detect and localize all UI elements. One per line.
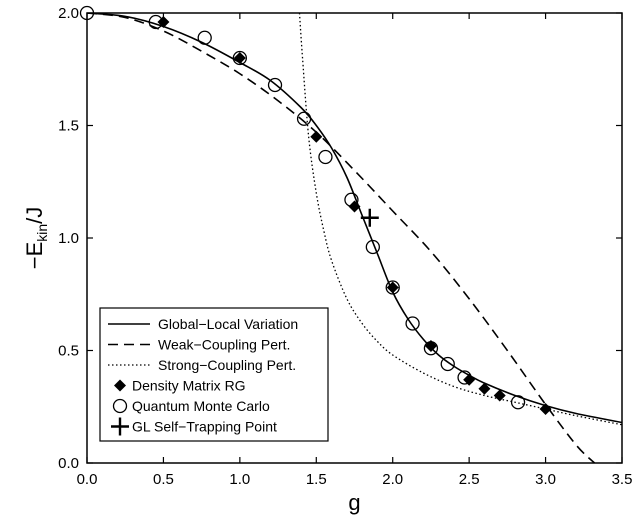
data-point-density-matrix-rg	[310, 130, 323, 143]
data-point-density-matrix-rg	[233, 52, 246, 64]
plot-frame	[86, 12, 623, 464]
y-tick-label: 1.0	[58, 230, 79, 247]
x-tick-label: 1.0	[229, 471, 250, 488]
legend-label: Weak−Coupling Pert.	[158, 337, 290, 353]
data-point-density-matrix-rg	[157, 16, 170, 28]
data-point-density-matrix-rg	[539, 403, 552, 415]
data-point-quantum-monte-carlo	[197, 30, 212, 45]
plot-area	[79, 5, 622, 463]
data-point-quantum-monte-carlo	[267, 77, 283, 93]
legend-label: Quantum Monte Carlo	[132, 398, 270, 414]
legend-swatch	[114, 379, 126, 392]
legend-entry-strong-coupling-pert: Strong−Coupling Pert.	[108, 357, 296, 373]
data-point-quantum-monte-carlo	[385, 280, 400, 295]
legend: Global−Local Variation Weak−Coupling Pert…	[99, 307, 329, 442]
data-point-quantum-monte-carlo	[405, 316, 420, 331]
legend-entry-global-local-variation: Global−Local Variation	[108, 316, 298, 332]
data-point-density-matrix-rg	[478, 382, 491, 395]
legend-entry-density-matrix-rg: Density Matrix RG	[114, 378, 246, 394]
data-point-quantum-monte-carlo	[440, 356, 455, 372]
data-point-quantum-monte-carlo	[365, 239, 380, 255]
x-tick-label: 3.0	[535, 471, 556, 488]
data-point-density-matrix-rg	[424, 340, 437, 352]
legend-swatch	[112, 398, 128, 414]
y-tick-label: 2.0	[58, 5, 79, 22]
tick-labels: 0.0 0.5 1.0 1.5 2.0 2.5 3.0 3.5 0.0 0.5 1.0 1.5 2.0	[58, 5, 632, 488]
data-point-quantum-monte-carlo	[510, 395, 526, 410]
data-point-gl-self-trapping-point	[360, 208, 379, 227]
legend-box	[99, 307, 329, 442]
x-axis-title: g	[348, 490, 360, 515]
data-point-density-matrix-rg	[493, 389, 506, 402]
x-tick-label: 2.5	[459, 471, 480, 488]
legend-swatch	[111, 417, 129, 436]
series-line-global-local-variation	[87, 13, 622, 424]
data-point-quantum-monte-carlo	[296, 111, 312, 126]
x-tick-label: 1.5	[306, 471, 327, 488]
y-axis-title-prefix: −E	[22, 242, 47, 270]
data-point-quantum-monte-carlo	[232, 50, 248, 66]
legend-entry-weak-coupling-pert: Weak−Coupling Pert.	[108, 337, 290, 353]
x-tick-label: 2.0	[382, 471, 403, 488]
y-tick-label: 0.5	[58, 343, 79, 360]
data-point-density-matrix-rg	[348, 200, 361, 213]
x-tick-label: 0.5	[153, 471, 174, 488]
data-point-density-matrix-rg	[463, 373, 476, 386]
legend-entry-gl-self-trapping-point: GL Self−Trapping Point	[111, 417, 277, 436]
y-tick-label: 1.5	[58, 118, 79, 135]
legend-label: GL Self−Trapping Point	[132, 419, 277, 435]
y-axis-title: −Ekin/J	[22, 207, 50, 270]
legend-label: Density Matrix RG	[132, 378, 246, 394]
legend-entry-quantum-monte-carlo: Quantum Monte Carlo	[112, 398, 270, 414]
y-axis-title-suffix: /J	[22, 207, 47, 224]
data-point-quantum-monte-carlo	[318, 149, 333, 165]
x-tick-label: 0.0	[77, 471, 98, 488]
y-tick-label: 0.0	[58, 455, 79, 472]
series-line-weak-coupling-pert	[87, 13, 596, 463]
legend-label: Global−Local Variation	[158, 316, 298, 332]
y-axis-title-subscript: kin	[34, 224, 50, 242]
legend-label: Strong−Coupling Pert.	[158, 357, 296, 373]
x-tick-label: 3.5	[612, 471, 633, 488]
series-line-strong-coupling-pert	[298, 13, 622, 426]
data-point-density-matrix-rg	[386, 281, 399, 294]
